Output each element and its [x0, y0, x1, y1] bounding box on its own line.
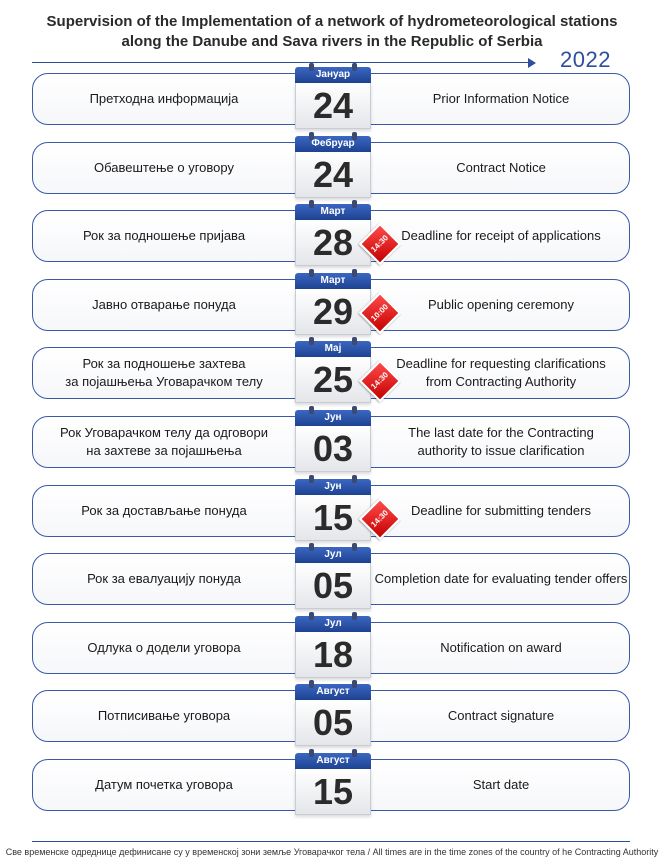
calendar-ring-icon: [309, 749, 314, 757]
calendar-day: 25: [295, 357, 371, 403]
calendar-icon: Јануар 24: [295, 63, 371, 129]
calendar-ring-icon: [352, 63, 357, 71]
calendar-icon: Август 15: [295, 749, 371, 815]
calendar-month: Март: [295, 273, 371, 289]
row-label-sr: Рок за достављање понуда: [81, 503, 247, 518]
row-label-en: Contract signature: [447, 708, 555, 723]
row-label-sr: Рок за подношење захтева за појашњења Уг…: [65, 356, 263, 389]
year-label: 2022: [560, 47, 611, 72]
calendar-day: 03: [295, 426, 371, 472]
calendar-ring-icon: [352, 200, 357, 208]
calendar-icon: Мај 25: [295, 337, 371, 403]
row-label-sr: Обавештење о уговору: [94, 160, 234, 175]
calendar-month: Март: [295, 204, 371, 220]
calendar-day: 24: [295, 83, 371, 129]
calendar-month: Јул: [295, 616, 371, 632]
calendar-icon: Март 28: [295, 200, 371, 266]
calendar-month: Јул: [295, 547, 371, 563]
calendar-ring-icon: [352, 543, 357, 551]
footer-line: [32, 841, 630, 842]
calendar-day: 18: [295, 632, 371, 678]
calendar-ring-icon: [309, 337, 314, 345]
calendar-month: Фебруар: [295, 136, 371, 152]
calendar-ring-icon: [352, 680, 357, 688]
calendar-ring-icon: [352, 406, 357, 414]
page-title: Supervision of the Implementation of a n…: [0, 12, 664, 52]
calendar-month: Август: [295, 753, 371, 769]
row-label-en: Contract Notice: [456, 160, 546, 175]
row-label-en: The last date for the Contracting author…: [408, 425, 594, 458]
calendar-day: 29: [295, 289, 371, 335]
row-label-en: Start date: [472, 777, 530, 792]
row-label-en: Prior Information Notice: [432, 91, 570, 106]
row-label-sr: Претходна информација: [89, 91, 239, 106]
calendar-icon: Јун 15: [295, 475, 371, 541]
calendar-month: Мај: [295, 341, 371, 357]
row-label-sr: Рок Уговарачком телу да одговори на захт…: [60, 425, 268, 458]
calendar-month: Јун: [295, 479, 371, 495]
row-label-sr: Датум почетка уговора: [95, 777, 233, 792]
calendar-ring-icon: [352, 475, 357, 483]
calendar-icon: Март 29: [295, 269, 371, 335]
timeline-arrow-icon: [528, 58, 536, 68]
calendar-ring-icon: [352, 269, 357, 277]
calendar-month: Јануар: [295, 67, 371, 83]
row-label-sr: Рок за подношење пријава: [82, 228, 246, 243]
title-line-2: along the Danube and Sava rivers in the …: [121, 33, 543, 50]
calendar-day: 05: [295, 563, 371, 609]
calendar-ring-icon: [309, 612, 314, 620]
calendar-icon: Јул 05: [295, 543, 371, 609]
calendar-ring-icon: [309, 543, 314, 551]
calendar-ring-icon: [309, 475, 314, 483]
row-label-sr: Јавно отварање понуда: [92, 297, 236, 312]
calendar-month: Јун: [295, 410, 371, 426]
calendar-day: 28: [295, 220, 371, 266]
calendar-icon: Август 05: [295, 680, 371, 746]
calendar-day: 24: [295, 152, 371, 198]
row-label-en: Deadline for submitting tenders: [411, 503, 591, 518]
row-label-en: Public opening ceremony: [428, 297, 574, 312]
timeline-top-line: [32, 62, 530, 63]
calendar-month: Август: [295, 684, 371, 700]
row-label-sr: Одлука о додели уговора: [87, 640, 241, 655]
row-label-en: Deadline for requesting clarifications f…: [396, 356, 606, 389]
calendar-ring-icon: [309, 680, 314, 688]
calendar-ring-icon: [352, 337, 357, 345]
row-label-en: Deadline for receipt of applications: [401, 228, 601, 243]
calendar-ring-icon: [309, 132, 314, 140]
row-label-en: Notification on award: [440, 640, 562, 655]
calendar-icon: Јул 18: [295, 612, 371, 678]
calendar-icon: Фебруар 24: [295, 132, 371, 198]
calendar-ring-icon: [309, 63, 314, 71]
calendar-day: 15: [295, 495, 371, 541]
calendar-day: 05: [295, 700, 371, 746]
calendar-ring-icon: [309, 269, 314, 277]
row-label-sr: Рок за евалуацију понуда: [87, 571, 241, 586]
calendar-ring-icon: [309, 200, 314, 208]
calendar-ring-icon: [352, 749, 357, 757]
row-label-en: Completion date for evaluating tender of…: [374, 571, 628, 586]
row-label-sr: Потписивање уговора: [97, 708, 231, 723]
footnote: Све временске одреднице дефинисане су у …: [5, 847, 659, 857]
calendar-ring-icon: [352, 612, 357, 620]
title-line-1: Supervision of the Implementation of a n…: [46, 13, 618, 30]
calendar-ring-icon: [309, 406, 314, 414]
calendar-ring-icon: [352, 132, 357, 140]
calendar-icon: Јун 03: [295, 406, 371, 472]
calendar-day: 15: [295, 769, 371, 815]
